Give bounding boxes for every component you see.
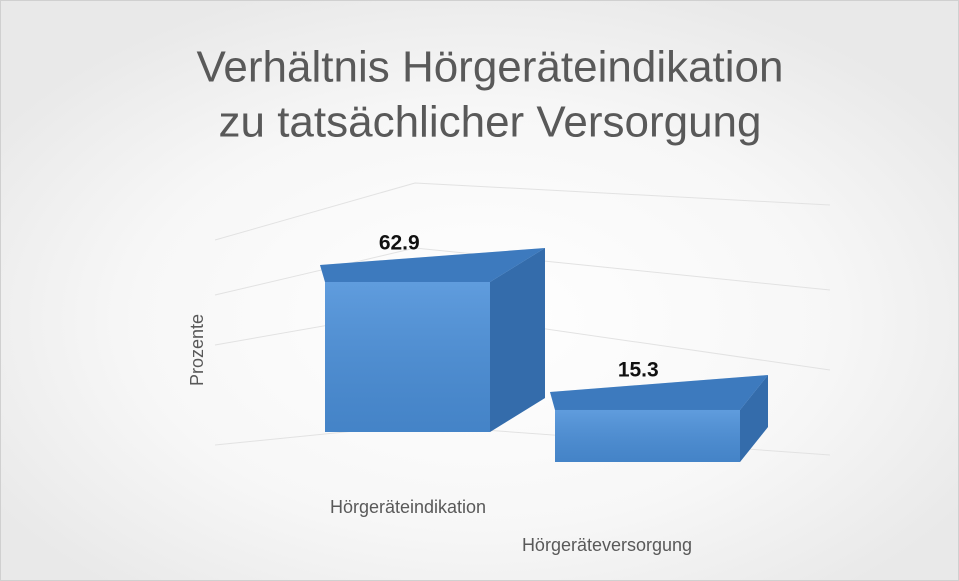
x-tick-label: Hörgeräteversorgung bbox=[522, 535, 692, 555]
bar-top-shade bbox=[320, 247, 545, 282]
chart-title: zu tatsächlicher Versorgung bbox=[219, 98, 762, 147]
bar-side-shade bbox=[490, 247, 545, 432]
value-label: 15.3 bbox=[618, 359, 659, 382]
bar-side bbox=[740, 374, 768, 462]
bar-side bbox=[490, 247, 545, 432]
bar-front-shade bbox=[555, 409, 740, 462]
bar-top bbox=[550, 374, 768, 410]
y-axis-label: Prozente bbox=[187, 314, 207, 386]
bar-front-shade bbox=[325, 281, 490, 432]
bar-top-shade bbox=[550, 374, 768, 410]
chart-title: Verhältnis Hörgeräteindikation bbox=[196, 43, 783, 92]
bar-side-shade bbox=[740, 374, 768, 462]
x-tick-label: Hörgeräteindikation bbox=[330, 497, 486, 517]
value-label: 62.9 bbox=[379, 232, 420, 255]
bar-top bbox=[320, 247, 545, 282]
